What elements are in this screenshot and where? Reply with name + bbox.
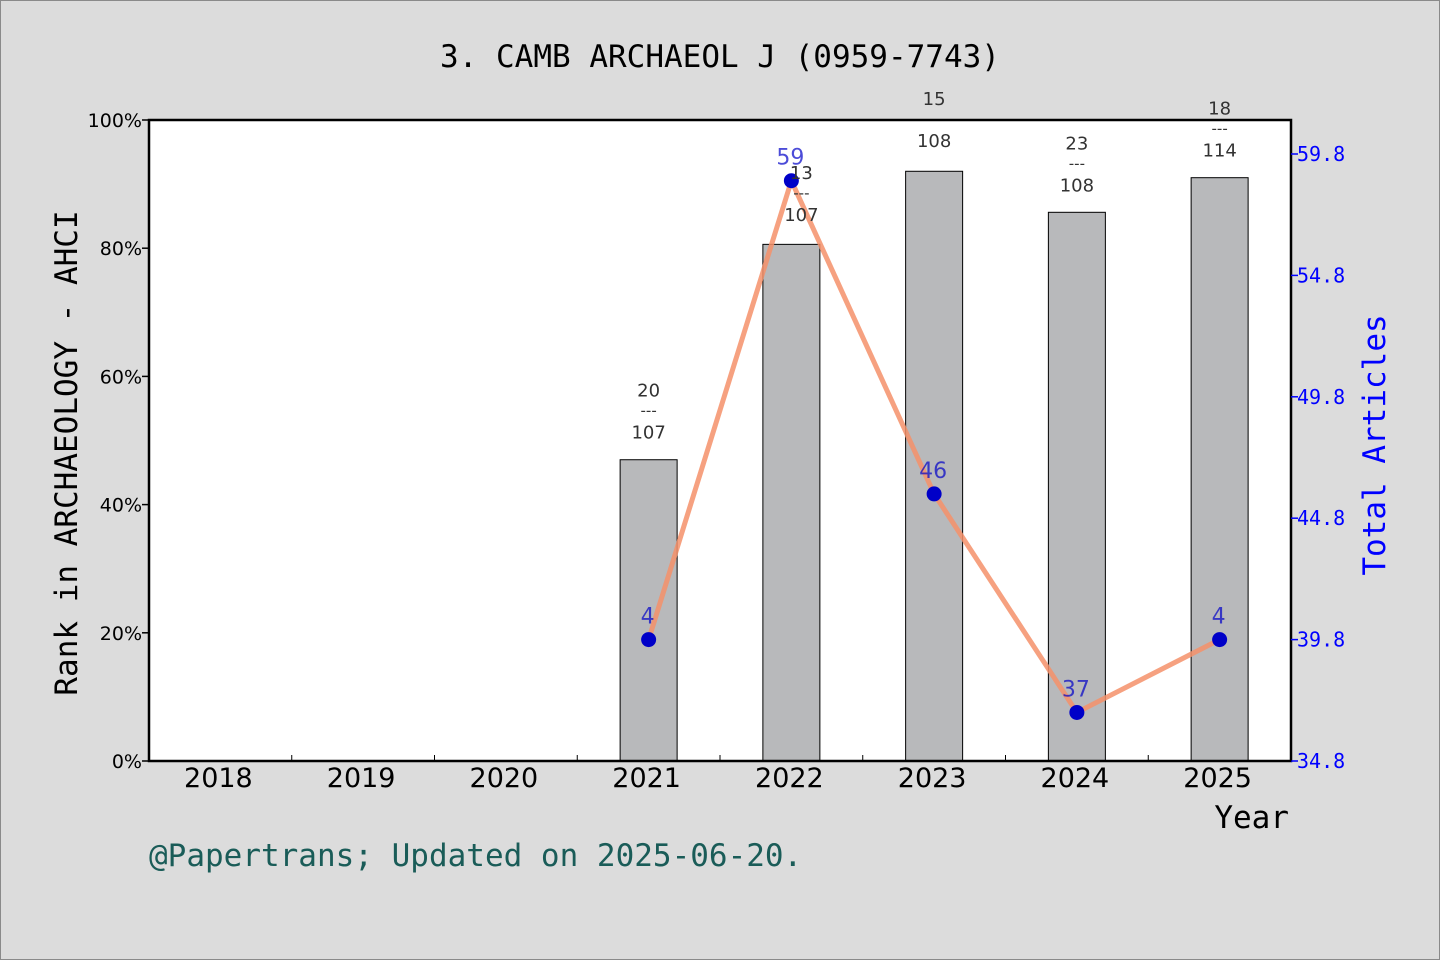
rank-label-2024: 23 xyxy=(1065,133,1088,154)
bar-2022 xyxy=(762,243,821,762)
y2-axis-label: Total Articles xyxy=(1357,314,1393,575)
x-tick-label: 2023 xyxy=(898,763,967,794)
line-series xyxy=(641,173,1228,720)
rank-label-2021: 20 xyxy=(637,381,660,402)
y-tick-label: 0% xyxy=(112,751,142,773)
y2-tick-label: 54.8 xyxy=(1297,263,1345,287)
marker-2025 xyxy=(1212,632,1228,648)
footer-credit: @Papertrans; Updated on 2025-06-20. xyxy=(149,838,802,874)
y2-tick-label: 39.8 xyxy=(1297,628,1345,652)
y2-tick-label: 44.8 xyxy=(1297,506,1345,530)
marker-2024 xyxy=(1069,704,1085,720)
x-axis-label: Year xyxy=(1214,800,1289,836)
marker-2023 xyxy=(926,486,942,502)
rank-separator-2024: --- xyxy=(1069,154,1085,172)
y-tick-label: 80% xyxy=(100,238,142,260)
x-tick-label: 2020 xyxy=(470,763,539,794)
rank-label-2023: 15 xyxy=(923,89,946,110)
y2-tick-label: 49.8 xyxy=(1297,385,1345,409)
rank-separator-2021: --- xyxy=(641,402,657,420)
rank-total-2025: 114 xyxy=(1202,141,1236,162)
bar-2021 xyxy=(619,459,678,762)
y-tick-label: 40% xyxy=(100,495,142,517)
bar-2023 xyxy=(905,170,964,762)
point-label-2024: 37 xyxy=(1062,677,1090,702)
rank-total-2022: 107 xyxy=(784,205,818,226)
marker-2022 xyxy=(783,173,799,189)
point-label-2021: 4 xyxy=(641,605,655,630)
y2-tick-label: 59.8 xyxy=(1297,142,1345,166)
rank-label-2022: 13 xyxy=(790,163,813,184)
rank-separator-2025: --- xyxy=(1212,120,1228,138)
x-tick-label: 2019 xyxy=(327,763,396,794)
rank-separator-2022: --- xyxy=(793,184,809,202)
marker-2021 xyxy=(641,632,657,648)
y-tick-label: 100% xyxy=(88,110,142,132)
bar-2025 xyxy=(1190,177,1249,762)
rank-total-2023: 108 xyxy=(917,131,951,152)
plot-area xyxy=(149,120,1291,761)
point-label-2023: 46 xyxy=(919,459,947,484)
x-tick-label: 2024 xyxy=(1041,763,1110,794)
point-label-2022: 59 xyxy=(776,146,804,171)
x-tick-label: 2018 xyxy=(184,763,253,794)
y2-tick-label: 34.8 xyxy=(1297,749,1345,773)
y-tick-label: 60% xyxy=(100,366,142,388)
rank-label-2025: 18 xyxy=(1208,99,1231,120)
bar-2024 xyxy=(1047,211,1106,762)
rank-total-2024: 108 xyxy=(1060,175,1094,196)
y-axis-label: Rank in ARCHAEOLOGY - AHCI xyxy=(49,210,85,695)
chart-title: 3. CAMB ARCHAEOL J (0959-7743) xyxy=(440,39,1000,75)
axes: 0% 20% 40% 60% 80% 100% 34.8 39.8 44.8 49.8 54.8 59… xyxy=(88,110,1346,794)
rank-total-2021: 107 xyxy=(631,423,665,444)
x-tick-label: 2022 xyxy=(755,763,824,794)
point-label-2025: 4 xyxy=(1212,605,1226,630)
x-tick-label: 2025 xyxy=(1183,763,1252,794)
y-tick-label: 20% xyxy=(100,623,142,645)
x-tick-label: 2021 xyxy=(612,763,681,794)
